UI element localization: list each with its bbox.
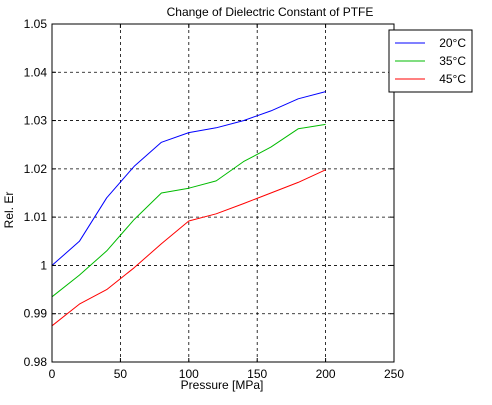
x-axis-label: Pressure [MPa] (181, 378, 264, 392)
y-tick-label: 1 (40, 258, 47, 272)
y-tick-label: 0.98 (24, 355, 48, 369)
legend-label-2: 45°C (439, 72, 466, 86)
grid (52, 24, 394, 362)
series-group (51, 91, 326, 327)
legend: 20°C 35°C 45°C (388, 29, 473, 93)
axis-ticks: 0 50 100 150 200 250 0.98 0.99 1 1.01 1.02 1.03 1.04… (24, 17, 405, 381)
chart-title: Change of Dielectric Constant of PTFE (167, 5, 374, 19)
x-tick-label: 50 (114, 367, 128, 381)
y-tick-label: 1.01 (24, 210, 48, 224)
y-tick-label: 1.02 (24, 162, 48, 176)
y-tick-label: 1.03 (24, 114, 48, 128)
y-tick-label: 1.05 (24, 17, 48, 31)
legend-label-0: 20°C (439, 36, 466, 50)
x-tick-label: 250 (384, 367, 404, 381)
x-tick-label: 200 (316, 367, 336, 381)
y-tick-label: 1.04 (24, 65, 48, 79)
x-tick-label: 100 (179, 367, 199, 381)
x-tick-label: 150 (247, 367, 267, 381)
plot-frame (51, 23, 395, 363)
series-line-0 (51, 91, 326, 266)
y-axis-label: Rel. Er (2, 192, 16, 229)
x-tick-label: 0 (49, 367, 56, 381)
plot-area (52, 24, 394, 362)
series-line-2 (51, 169, 326, 327)
legend-label-1: 35°C (439, 54, 466, 68)
y-tick-label: 0.99 (24, 307, 48, 321)
series-line-1 (51, 123, 326, 298)
